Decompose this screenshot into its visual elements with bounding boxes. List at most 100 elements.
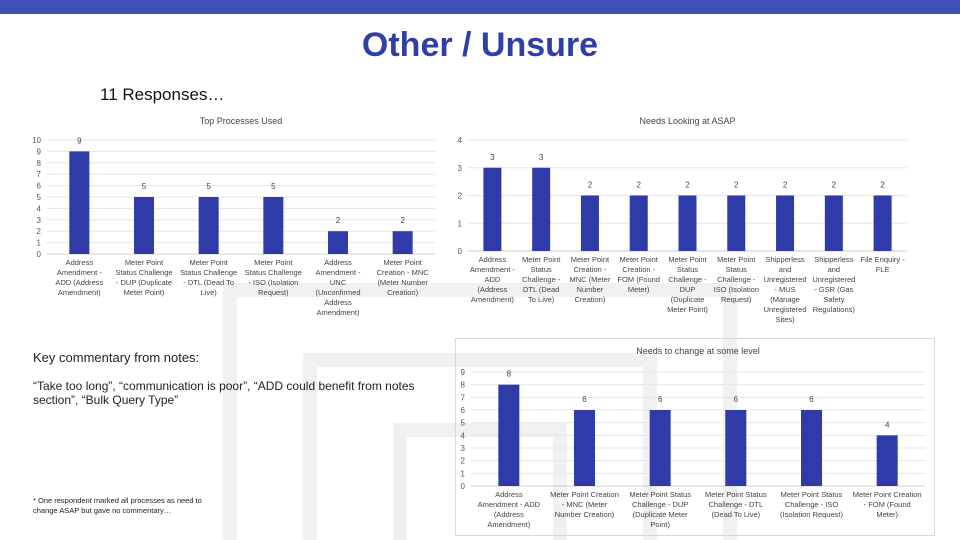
bar: [498, 384, 520, 486]
category-label: File Enquiry -FLE: [861, 255, 906, 274]
chart-needs-looking-asap: Needs Looking at ASAP 0 1 2 3 4 3 Address Amendm…: [452, 110, 912, 335]
y-tick-label: 2: [458, 192, 463, 201]
y-tick-label: 9: [461, 368, 466, 377]
data-label: 2: [400, 216, 405, 225]
y-tick-label: 8: [461, 381, 466, 390]
y-tick-label: 8: [37, 159, 42, 168]
y-tick-label: 9: [37, 147, 42, 156]
chart-top-processes-svg: Top Processes Used 0 1 2 3 4 5 6 7 8 9 10 9 Address Am…: [32, 116, 435, 317]
category-label: Meter Point Creation - MNC (Meter Number Cr…: [377, 258, 430, 297]
y-tick-label: 2: [461, 457, 466, 466]
y-tick-label: 3: [461, 444, 466, 453]
category-label: Shipperless and Unregistered - GSR (Gas Safe…: [812, 255, 855, 314]
chart-title: Needs to change at some level: [636, 346, 760, 356]
data-label: 6: [809, 395, 814, 404]
bar: [629, 195, 648, 251]
chart-title: Needs Looking at ASAP: [639, 116, 735, 126]
bar: [328, 231, 348, 254]
bar: [876, 435, 898, 486]
data-label: 5: [206, 182, 211, 191]
data-label: 9: [77, 136, 82, 145]
chart-title: Top Processes Used: [200, 116, 283, 126]
category-label: Address Amendment -UNC (Unconfirmed Address…: [315, 258, 361, 317]
response-count: 11 Responses…: [100, 85, 225, 104]
data-label: 2: [832, 181, 837, 190]
data-label: 2: [685, 181, 690, 190]
bar: [263, 197, 284, 254]
notes-body: “Take too long”, “communication is poor”…: [33, 379, 415, 407]
y-tick-label: 3: [458, 164, 463, 173]
y-tick-label: 5: [461, 419, 466, 428]
bar: [678, 195, 697, 251]
y-tick-label: 4: [461, 431, 466, 440]
y-tick-label: 0: [37, 250, 42, 259]
bar: [392, 231, 413, 254]
category-label: Meter Point Creation -MNC (Meter Number Cre…: [570, 255, 611, 304]
data-label: 2: [588, 181, 593, 190]
bar: [574, 410, 595, 486]
category-label: Meter Point Status Challenge - ISO (Isolat…: [245, 258, 302, 297]
y-tick-label: 0: [458, 247, 463, 256]
category-label: Meter Point Status Challenge - DUP (Duplic…: [115, 258, 172, 297]
category-label: Meter Point Creation -FOM (Found Meter): [617, 255, 660, 294]
data-label: 6: [658, 395, 663, 404]
data-label: 6: [734, 395, 739, 404]
data-label: 3: [539, 153, 544, 162]
bar: [824, 195, 843, 251]
chart-top-processes-used: Top Processes Used 0 1 2 3 4 5 6 7 8 9 10 9 Address Am…: [25, 110, 445, 335]
bar: [873, 195, 892, 251]
bar: [801, 410, 822, 486]
y-tick-label: 4: [37, 204, 42, 213]
page-title: Other / Unsure: [361, 26, 599, 64]
data-label: 8: [507, 370, 512, 379]
category-label: Meter Point Status Challenge - ISO (Isolat…: [780, 490, 843, 519]
y-tick-label: 6: [37, 182, 42, 191]
data-label: 2: [783, 181, 788, 190]
y-tick-label: 7: [461, 393, 466, 402]
category-label: Meter Point Status Challenge - DUP (Duplic…: [629, 490, 691, 529]
top-accent-bar: [0, 0, 960, 14]
data-label: 2: [734, 181, 739, 190]
y-tick-label: 10: [32, 136, 41, 145]
bar: [725, 410, 747, 486]
category-label: Meter Point Status Challenge -ISO (Isolati…: [714, 255, 759, 304]
data-label: 6: [582, 395, 587, 404]
y-tick-label: 7: [37, 170, 42, 179]
bar: [776, 195, 795, 251]
data-label: 4: [885, 420, 890, 429]
category-label: Meter Point Status Challenge -DTL (Dead To …: [522, 255, 561, 304]
bar: [134, 197, 154, 254]
bar: [532, 167, 551, 251]
bar: [198, 197, 219, 254]
chart-needs-to-change: Needs to change at some level 0 1 2 3 4 5 6 7 8 9 8…: [455, 338, 933, 534]
notes-heading: Key commentary from notes:: [33, 350, 200, 365]
bar: [727, 195, 746, 251]
category-label: Address Amendment -ADD (Address Amendment): [470, 255, 516, 304]
chart-3-frame: [455, 338, 935, 536]
category-label: Address Amendment - ADD (Address Amendment): [478, 490, 541, 529]
data-label: 3: [490, 153, 495, 162]
chart-needs-to-change-svg: Needs to change at some level 0 1 2 3 4 5 6 7 8 9 8…: [461, 346, 925, 529]
bar: [483, 167, 502, 251]
category-label: Meter Point Creation - MNC (Meter Number C…: [550, 490, 619, 519]
y-tick-label: 0: [461, 482, 466, 491]
data-label: 2: [880, 181, 885, 190]
data-label: 2: [336, 216, 341, 225]
category-label: Shipperless and Unregistered - MUS (Manage Un…: [764, 255, 807, 324]
category-label: Meter Point Status Challenge -DUP (Duplicat…: [667, 255, 708, 314]
data-label: 2: [636, 181, 641, 190]
y-tick-label: 3: [37, 216, 42, 225]
footnote: * One respondent marked all processes as…: [33, 496, 202, 515]
data-label: 5: [142, 182, 147, 191]
y-tick-label: 2: [37, 227, 42, 236]
chart-needs-looking-svg: Needs Looking at ASAP 0 1 2 3 4 3 Address Amendm…: [458, 116, 907, 324]
y-tick-label: 4: [458, 136, 463, 145]
y-tick-label: 6: [461, 406, 466, 415]
y-tick-label: 1: [37, 239, 42, 248]
category-label: Meter Point Status Challenge - DTL (Dead T…: [180, 258, 237, 297]
category-label: Address Amendment -ADD (Address Amendment): [55, 258, 103, 297]
category-label: Meter Point Status Challenge - DTL (Dead T…: [705, 490, 767, 519]
y-tick-label: 1: [458, 219, 463, 228]
data-label: 5: [271, 182, 276, 191]
bar: [69, 151, 90, 254]
